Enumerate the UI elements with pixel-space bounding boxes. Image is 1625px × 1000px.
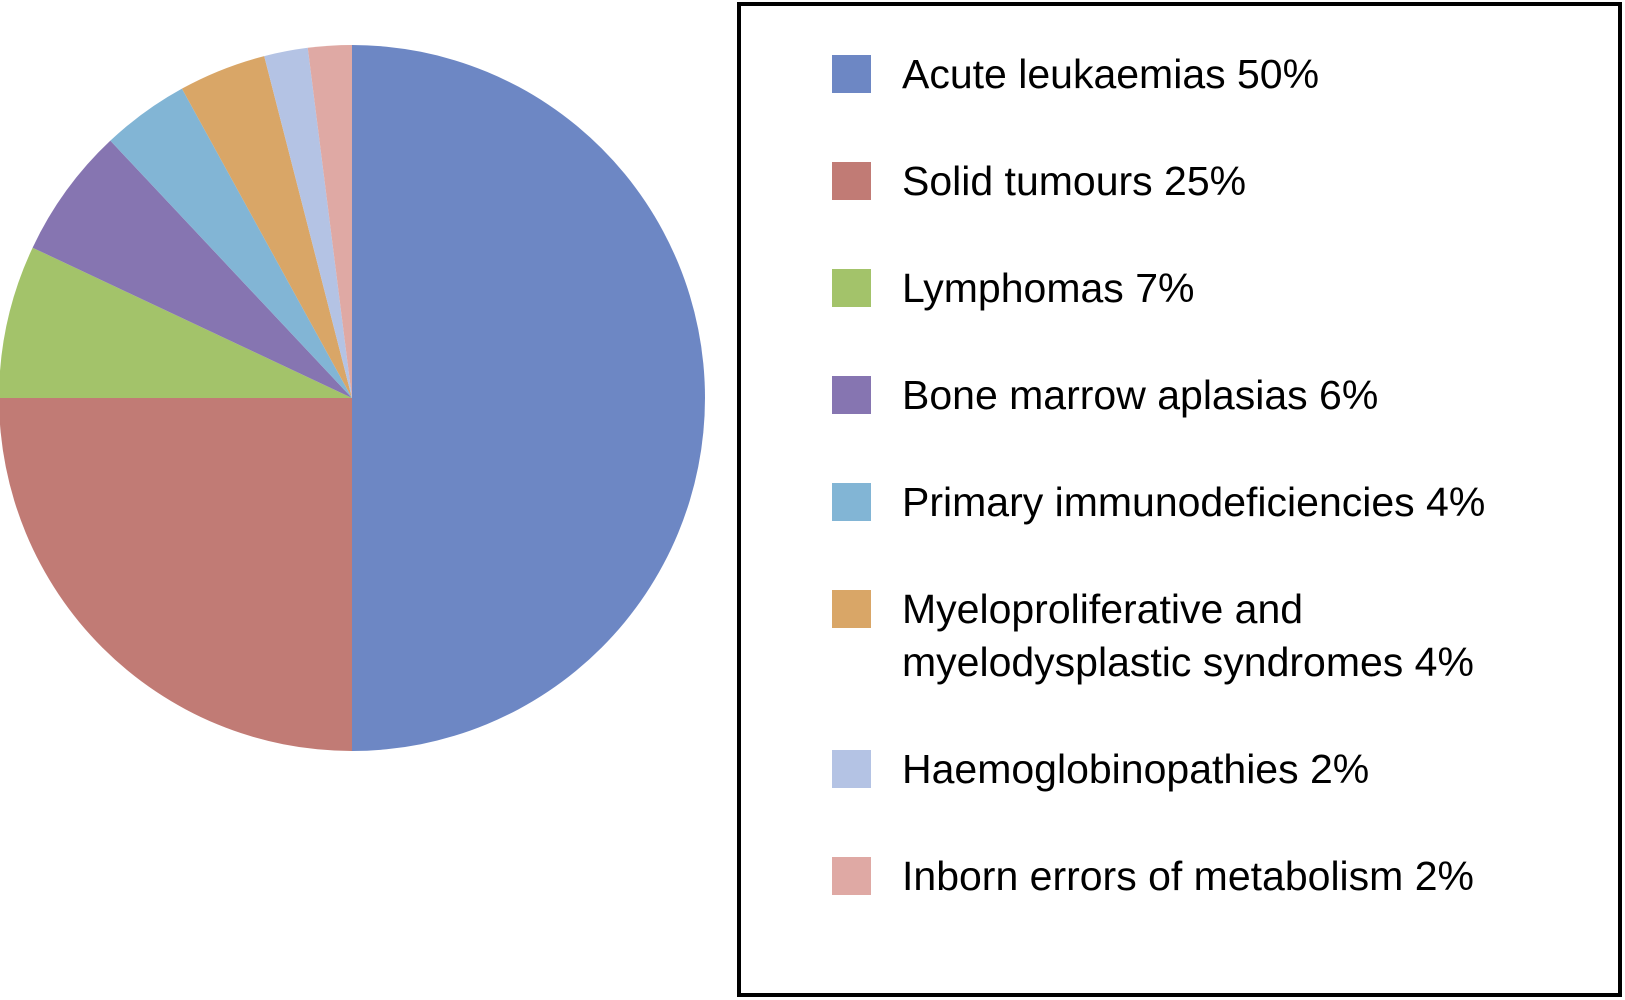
legend-rows: Acute leukaemias 50% Solid tumours 25% Lym… <box>832 48 1598 903</box>
legend-swatch-haemoglobinopathies <box>832 750 871 788</box>
legend-label: Inborn errors of metabolism 2% <box>902 853 1474 899</box>
legend: Acute leukaemias 50% Solid tumours 25% Lym… <box>737 2 1622 997</box>
pie-slice-acute-leukaemias <box>352 45 705 751</box>
pie-slice-primary-immunodeficiencies <box>110 88 352 398</box>
legend-item-primary-immunodeficiencies: Primary immunodeficiencies 4% <box>832 476 1598 529</box>
legend-label: Acute leukaemias 50% <box>902 51 1320 97</box>
legend-label: Lymphomas 7% <box>902 265 1195 311</box>
pie-slice-inborn-errors-of-metabolism <box>307 45 352 398</box>
legend-swatch-lymphomas <box>832 269 871 307</box>
legend-label: Haemoglobinopathies 2% <box>902 746 1370 792</box>
legend-label: Solid tumours 25% <box>902 158 1247 204</box>
pie-chart <box>0 45 705 751</box>
legend-swatch-inborn-errors-of-metabolism <box>832 857 871 895</box>
legend-swatch-primary-immunodeficiencies <box>832 483 871 521</box>
pie-slice-haemoglobinopathies <box>264 47 352 398</box>
legend-swatch-solid-tumours <box>832 162 871 200</box>
legend-item-myeloproliferative-and-myelodysplastic-syndromes: Myeloproliferative and myelodysplastic s… <box>832 583 1598 689</box>
pie-slice-solid-tumours <box>0 398 352 751</box>
legend-swatch-bone-marrow-aplasias <box>832 376 871 414</box>
legend-label: Myeloproliferative and myelodysplastic s… <box>902 586 1474 685</box>
legend-label: Primary immunodeficiencies 4% <box>902 479 1486 525</box>
legend-label: Bone marrow aplasias 6% <box>902 372 1379 418</box>
legend-item-haemoglobinopathies: Haemoglobinopathies 2% <box>832 743 1598 796</box>
pie-slice-bone-marrow-aplasias <box>32 140 352 399</box>
legend-item-bone-marrow-aplasias: Bone marrow aplasias 6% <box>832 369 1598 422</box>
pie-slice-myeloproliferative-and-myelodysplastic-syndromes <box>181 56 352 399</box>
pie-slice-lymphomas <box>0 247 352 398</box>
legend-item-solid-tumours: Solid tumours 25% <box>832 155 1598 208</box>
legend-item-inborn-errors-of-metabolism: Inborn errors of metabolism 2% <box>832 850 1598 903</box>
legend-swatch-acute-leukaemias <box>832 55 871 93</box>
legend-item-lymphomas: Lymphomas 7% <box>832 262 1598 315</box>
legend-swatch-myeloproliferative-and-myelodysplastic-syndromes <box>832 590 871 628</box>
legend-item-acute-leukaemias: Acute leukaemias 50% <box>832 48 1598 101</box>
